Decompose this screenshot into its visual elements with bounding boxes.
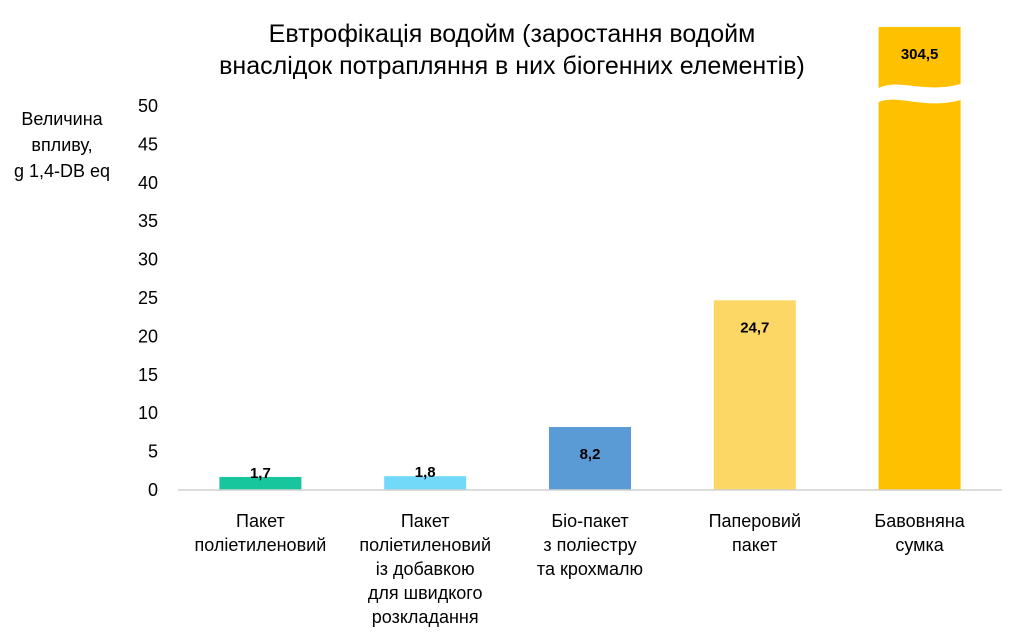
y-tick-label: 25: [138, 288, 158, 308]
category-label: Паперовий: [709, 511, 801, 531]
data-label: 8,2: [580, 446, 601, 463]
category-labels: Пакет поліетиленовий Пакет поліетиленовий із…: [195, 511, 966, 627]
category-label: розкладання: [372, 607, 479, 627]
data-label: 1,7: [250, 465, 271, 482]
data-labels: 1,7 1,8 8,2 24,7 304,5: [250, 46, 938, 482]
bar: [878, 99, 961, 491]
y-tick-label: 10: [138, 403, 158, 423]
chart-title-line-2: внаслідок потрапляння в них біогенних ел…: [219, 52, 805, 80]
category-label: та крохмалю: [537, 559, 643, 579]
category-label: Пакет: [401, 511, 450, 531]
y-tick-label: 40: [138, 173, 158, 193]
y-tick-label: 50: [138, 96, 158, 116]
y-tick-label: 45: [138, 134, 158, 154]
chart-title-line-1: Евтрофікація водойм (заростання водойм: [269, 20, 756, 48]
y-tick-label: 0: [148, 480, 158, 500]
y-tick-label: 15: [138, 365, 158, 385]
y-axis-label: Величина впливу, g 1,4-DB eq: [14, 109, 110, 181]
category-label: Біо-пакет: [551, 511, 628, 531]
category-label: із добавкою: [376, 559, 475, 579]
y-tick-label: 30: [138, 250, 158, 270]
y-tick-label: 20: [138, 326, 158, 346]
category-label: поліетиленовий: [195, 535, 327, 555]
bar: [384, 476, 467, 490]
category-label: Бавовняна: [874, 511, 965, 531]
data-label: 1,8: [415, 464, 436, 481]
bar-top-segment: [878, 27, 961, 88]
y-axis-ticks: 0 5 10 15 20 25 30 35 40 45 50: [138, 96, 158, 500]
category-label: поліетиленовий: [359, 535, 491, 555]
data-label: 24,7: [740, 319, 769, 336]
category-label: сумка: [895, 535, 944, 555]
category-label: для швидкого: [368, 583, 483, 603]
category-label: з поліестру: [543, 535, 636, 555]
bar: [549, 427, 631, 490]
bar: [219, 476, 302, 490]
y-tick-label: 5: [148, 442, 158, 462]
category-label: Пакет: [236, 511, 285, 531]
bars: [219, 27, 961, 491]
data-label: 304,5: [901, 46, 939, 63]
y-axis-label-line-2: впливу,: [31, 135, 92, 155]
y-axis-label-line-3: g 1,4-DB eq: [14, 161, 110, 181]
category-label: пакет: [732, 535, 778, 555]
y-tick-label: 35: [138, 211, 158, 231]
y-axis-label-line-1: Величина: [21, 109, 103, 129]
bar: [713, 300, 796, 490]
chart-title: Евтрофікація водойм (заростання водойм в…: [219, 20, 805, 80]
